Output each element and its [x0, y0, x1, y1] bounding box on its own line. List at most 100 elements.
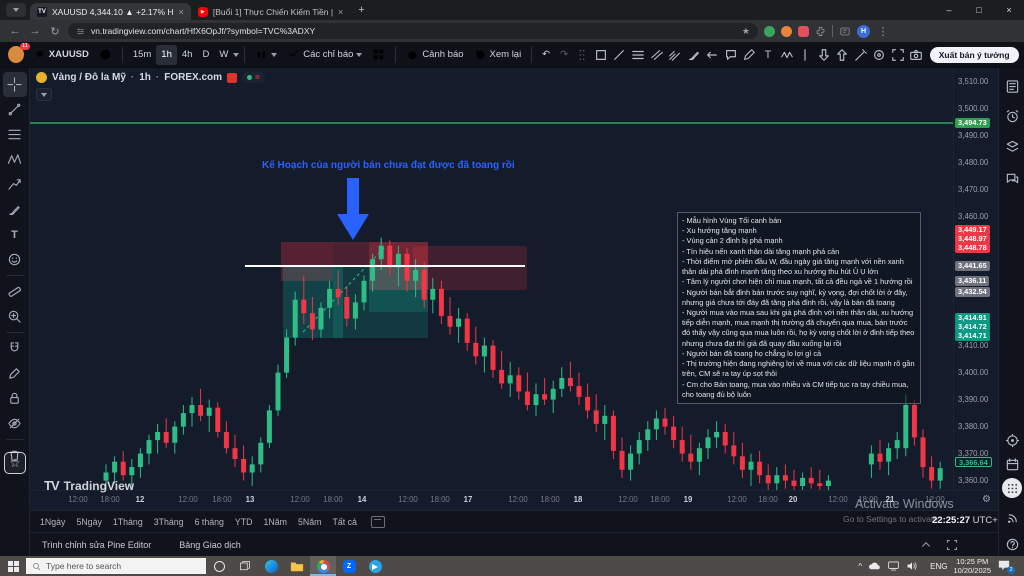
- tab-tradingview[interactable]: TV XAUUSD 4,344.10 ▲ +2.17% H ×: [30, 3, 191, 20]
- chat-icon[interactable]: [1002, 168, 1022, 188]
- layout-grid-button[interactable]: [367, 45, 390, 65]
- chart-type-button[interactable]: [250, 45, 282, 65]
- fullscreen-icon[interactable]: [889, 45, 908, 65]
- arrow-down-shape-icon[interactable]: [814, 45, 833, 65]
- market-status-pill[interactable]: =: [242, 72, 265, 83]
- lock-drawings-icon[interactable]: [3, 386, 27, 411]
- symbol-search-button[interactable]: XAUUSD: [30, 45, 94, 65]
- xabcd-pattern-tool-icon[interactable]: [3, 147, 27, 172]
- range-button[interactable]: 1Ngày: [40, 516, 66, 527]
- network-icon[interactable]: [887, 561, 900, 571]
- browser-profile-avatar[interactable]: H: [857, 24, 870, 38]
- tray-expand-icon[interactable]: ^: [858, 561, 863, 571]
- interval-dropdown-icon[interactable]: [233, 52, 240, 57]
- fib-retracement-tool-icon[interactable]: [3, 122, 27, 147]
- apps-grid-icon[interactable]: [1002, 478, 1022, 498]
- task-view-icon[interactable]: [232, 556, 258, 576]
- interval-1h[interactable]: 1h: [156, 44, 177, 65]
- onedrive-cloud-icon[interactable]: [868, 561, 881, 571]
- interval-w[interactable]: W: [219, 49, 229, 60]
- interval-d[interactable]: D: [202, 49, 210, 60]
- range-button[interactable]: YTD: [234, 516, 253, 527]
- range-button[interactable]: 3Tháng: [153, 516, 184, 527]
- hide-drawings-icon[interactable]: [3, 411, 27, 436]
- interval-4h[interactable]: 4h: [181, 49, 193, 60]
- pitchfork-tool-icon[interactable]: [666, 45, 685, 65]
- magnet-tool-icon[interactable]: [3, 336, 27, 361]
- start-button[interactable]: [0, 556, 26, 576]
- calendar-icon[interactable]: [1002, 454, 1022, 474]
- address-bar[interactable]: vn.tradingview.com/chart/HfX6OpJf/?symbo…: [68, 23, 758, 39]
- parallel-channel-tool-icon[interactable]: [647, 45, 666, 65]
- arrow-tool-icon[interactable]: [703, 45, 722, 65]
- legend-expand-button[interactable]: [36, 88, 52, 101]
- help-icon[interactable]: [1002, 534, 1022, 554]
- axis-settings-gear-icon[interactable]: ⚙: [982, 494, 991, 505]
- watchlist-icon[interactable]: [1002, 76, 1022, 96]
- forward-button[interactable]: →: [29, 25, 41, 37]
- trading-panel-tab[interactable]: Bảng Giao dịch: [179, 539, 241, 550]
- range-button[interactable]: 5Ngày: [76, 516, 102, 527]
- new-tab-button[interactable]: +: [358, 4, 365, 16]
- ruler-tool-icon[interactable]: [3, 279, 27, 304]
- indicators-button[interactable]: Các chỉ báo: [282, 45, 367, 65]
- vertical-line-tool-icon[interactable]: [796, 45, 815, 65]
- target-icon[interactable]: [870, 45, 889, 65]
- extension-icon-green[interactable]: [764, 25, 775, 37]
- language-indicator[interactable]: ENG: [930, 561, 948, 571]
- range-button[interactable]: 1Tháng: [112, 516, 143, 527]
- extensions-puzzle-icon[interactable]: [815, 26, 826, 37]
- close-window-button[interactable]: ×: [1006, 5, 1012, 15]
- edge-icon[interactable]: [258, 556, 284, 576]
- arrow-up-shape-icon[interactable]: [833, 45, 852, 65]
- symbol-legend[interactable]: Vàng / Đô la Mỹ · 1h · FOREX.com =: [36, 72, 265, 83]
- callout-tool-icon[interactable]: [722, 45, 741, 65]
- trend-line-tool-icon[interactable]: [3, 97, 27, 122]
- alert-button[interactable]: Cảnh báo: [401, 45, 468, 65]
- camera-snapshot-icon[interactable]: [907, 45, 926, 65]
- time-axis[interactable]: ⚙ 12:00 18:00 12 12:00 18:00 13 12:00 18:00 14 12…: [30, 490, 998, 510]
- tab-youtube[interactable]: ▶ [Buổi 1] Thực Chiến Kiếm Tiền | ×: [191, 3, 350, 20]
- interval-15m[interactable]: 15m: [132, 49, 152, 60]
- go-to-date-icon[interactable]: [370, 515, 385, 528]
- reading-list-icon[interactable]: [839, 26, 851, 37]
- tab-search-button[interactable]: [6, 3, 26, 17]
- wave-tool-icon[interactable]: [777, 45, 796, 65]
- replay-button[interactable]: Xem lại: [469, 45, 527, 65]
- pattern-zone[interactable]: [281, 242, 333, 281]
- close-tab-icon[interactable]: ×: [338, 6, 344, 17]
- range-button[interactable]: 1Năm: [263, 516, 287, 527]
- pine-editor-tab[interactable]: Trình chỉnh sửa Pine Editor: [42, 539, 152, 550]
- file-explorer-icon[interactable]: [284, 556, 310, 576]
- expand-panel-chevron-icon[interactable]: [920, 539, 932, 551]
- pattern-zone[interactable]: [333, 242, 369, 266]
- layers-icon[interactable]: [1002, 136, 1022, 156]
- extension-icon-orange[interactable]: [781, 25, 792, 37]
- rectangle-tool-icon[interactable]: [592, 45, 611, 65]
- taskbar-search-input[interactable]: Type here to search: [26, 558, 206, 574]
- pattern-zone[interactable]: [413, 246, 527, 290]
- zoom-in-tool-icon[interactable]: [3, 304, 27, 329]
- emoji-tool-icon[interactable]: [3, 247, 27, 272]
- down-arrow-annotation[interactable]: [337, 178, 369, 240]
- range-button[interactable]: Tất cả: [332, 516, 357, 527]
- ideas-target-icon[interactable]: [1002, 430, 1022, 450]
- chart-annotation-text[interactable]: Kế Hoạch của người bán chưa đạt được đã …: [262, 160, 515, 171]
- drawing-mode-tool-icon[interactable]: [3, 361, 27, 386]
- favorites-star-icon[interactable]: ☆: [4, 452, 26, 474]
- pen-tool-icon[interactable]: [740, 45, 759, 65]
- add-symbol-button[interactable]: [94, 45, 117, 65]
- dashed-trend-line[interactable]: [302, 245, 387, 333]
- chrome-icon[interactable]: [310, 556, 336, 576]
- zalo-icon[interactable]: Z: [336, 556, 362, 576]
- price-axis[interactable]: 3,510.00 3,500.00 3,490.00 3,480.00 3,470.00…: [953, 68, 998, 490]
- clock[interactable]: 22:25:27 UTC+7: [932, 515, 1003, 526]
- magic-eraser-icon[interactable]: [852, 45, 871, 65]
- analysis-notes-box[interactable]: - Mẫu hình Vùng Tối canh bán - Xu hướng t…: [677, 212, 921, 404]
- brush-tool-icon[interactable]: [3, 197, 27, 222]
- candlestick-chart[interactable]: [30, 68, 953, 490]
- brush-tool-icon[interactable]: [684, 45, 703, 65]
- close-tab-icon[interactable]: ×: [178, 6, 184, 17]
- alerts-icon[interactable]: [1002, 106, 1022, 126]
- browser-menu-icon[interactable]: ⋮: [877, 25, 889, 38]
